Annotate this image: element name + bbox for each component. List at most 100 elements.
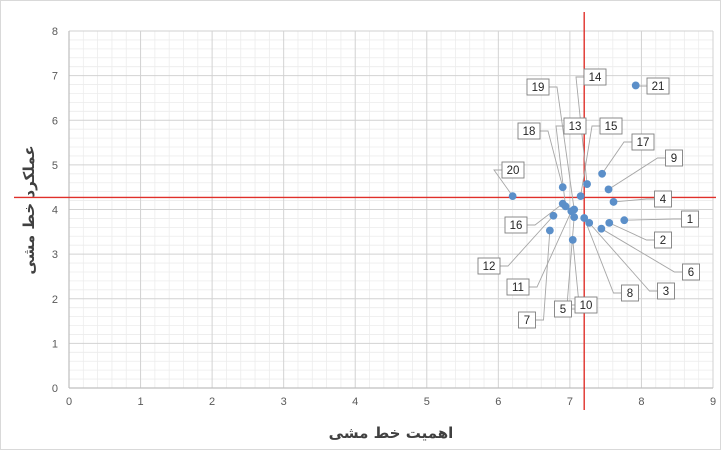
axes: [68, 31, 713, 389]
leader-line: [575, 76, 588, 185]
data-label: 5: [560, 304, 566, 316]
leader-line: [500, 215, 554, 267]
leader-line: [493, 169, 514, 197]
y-tick-label: 0: [52, 383, 58, 395]
data-label: 20: [507, 165, 520, 177]
x-tick-label: 0: [66, 396, 72, 408]
leader-line: [540, 130, 564, 188]
data-label: 6: [688, 267, 694, 279]
data-label-box: [574, 296, 598, 314]
x-tick-labels: 0 1 2 3 4 5 6 7 8 9: [66, 396, 716, 408]
data-point: [620, 216, 629, 225]
data-label-box: [504, 216, 528, 234]
data-label-box: [563, 117, 587, 135]
data-label-box: [477, 257, 501, 275]
data-point: [558, 199, 567, 208]
leader-line: [529, 211, 572, 288]
x-axis-title: اهمیت خط مشی: [329, 424, 454, 442]
x-tick-label: 4: [352, 396, 358, 408]
data-point: [583, 180, 591, 188]
data-label: 15: [605, 121, 618, 133]
leader-line: [608, 157, 666, 190]
leader-line: [588, 222, 658, 292]
data-point: [508, 192, 517, 201]
y-tick-label: 3: [52, 249, 58, 261]
data-point: [576, 192, 585, 201]
data-label-box: [583, 68, 607, 86]
data-label-box: [665, 149, 683, 167]
data-point: [604, 185, 613, 194]
data-label-box: [654, 231, 672, 249]
data-points: [508, 81, 640, 244]
y-tick-label: 4: [52, 205, 58, 217]
y-tick-label: 6: [52, 115, 58, 127]
leader-line: [527, 203, 564, 226]
data-point: [545, 226, 554, 235]
leader-line: [583, 217, 622, 294]
data-label-box: [621, 284, 639, 302]
leader-line: [555, 125, 567, 207]
data-label-box: [654, 190, 672, 208]
data-point: [585, 218, 594, 227]
data-label: 1: [687, 214, 693, 226]
y-axis-title: عملکرد خط مشی: [20, 145, 38, 274]
data-point: [580, 214, 589, 222]
data-label-box: [599, 117, 623, 135]
leader-line: [549, 86, 575, 210]
data-label: 18: [523, 126, 536, 138]
leader-line: [535, 230, 551, 321]
data-label-box: [657, 282, 675, 300]
data-point: [605, 218, 614, 227]
data-label-box: [526, 78, 550, 96]
data-label: 13: [569, 121, 582, 133]
data-label-box: [518, 311, 536, 329]
data-point: [570, 205, 579, 214]
data-label: 10: [580, 300, 593, 312]
x-tick-label: 8: [638, 396, 644, 408]
x-tick-label: 3: [281, 396, 287, 408]
x-tick-label: 2: [209, 396, 215, 408]
data-label-box: [631, 133, 655, 151]
leader-line: [580, 125, 600, 197]
data-point: [631, 81, 640, 90]
data-label-box: [517, 122, 541, 140]
leader-line: [613, 198, 655, 203]
data-label: 7: [524, 315, 530, 327]
x-tick-label: 9: [710, 396, 716, 408]
data-point: [609, 198, 618, 206]
data-label-box: [681, 210, 699, 228]
y-tick-label: 2: [52, 294, 58, 306]
data-point: [549, 211, 558, 220]
leader-line: [601, 228, 683, 273]
data-label-box: [506, 278, 530, 296]
x-tick-label: 1: [137, 396, 143, 408]
data-label: 17: [637, 137, 650, 149]
data-label: 3: [663, 286, 669, 298]
leader-line: [601, 141, 632, 175]
x-tick-label: 7: [567, 396, 573, 408]
data-label: 11: [512, 282, 524, 294]
data-label: 12: [483, 261, 496, 273]
data-label: 14: [589, 72, 602, 84]
data-label-box: [501, 161, 525, 179]
leader-line: [609, 222, 655, 241]
data-label: 4: [660, 194, 667, 206]
y-tick-label: 5: [52, 160, 58, 172]
y-tick-label: 1: [52, 338, 58, 350]
x-tick-label: 6: [495, 396, 501, 408]
data-point: [570, 213, 579, 221]
data-label: 2: [660, 235, 666, 247]
data-point: [598, 169, 606, 178]
data-label: 16: [510, 220, 523, 232]
data-label: 21: [652, 81, 665, 93]
y-tick-label: 7: [52, 71, 58, 83]
y-tick-label: 8: [52, 26, 58, 38]
data-label-box: [554, 300, 572, 318]
data-label-box: [646, 77, 670, 95]
data-label-box: [682, 263, 700, 281]
data-label: 9: [671, 153, 677, 165]
y-tick-labels: 0 1 2 3 4 5 6 7 8: [52, 26, 58, 395]
